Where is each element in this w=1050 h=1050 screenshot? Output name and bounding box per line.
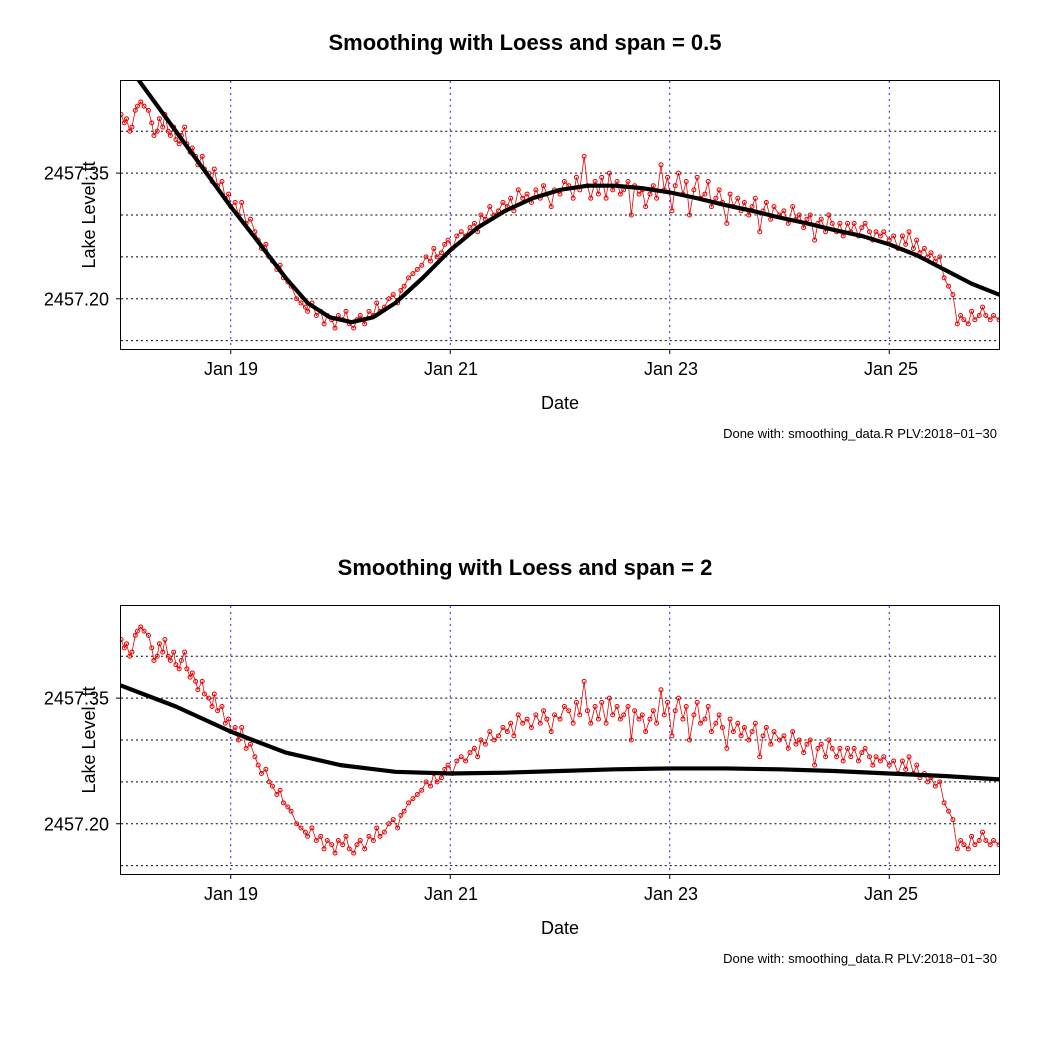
x-tick-label: Jan 21 xyxy=(424,359,478,380)
x-axis-label: Date xyxy=(121,393,999,414)
plot-svg xyxy=(121,81,999,349)
x-tick-label: Jan 25 xyxy=(864,359,918,380)
plot-svg xyxy=(121,606,999,874)
x-tick-label: Jan 19 xyxy=(204,359,258,380)
x-tick-label: Jan 19 xyxy=(204,884,258,905)
chart-title: Smoothing with Loess and span = 0.5 xyxy=(0,30,1050,56)
x-tick-label: Jan 21 xyxy=(424,884,478,905)
y-tick-label: 2457.35 xyxy=(44,688,109,709)
caption: Done with: smoothing_data.R PLV:2018−01−… xyxy=(723,426,997,441)
x-tick-label: Jan 23 xyxy=(644,884,698,905)
chart-title: Smoothing with Loess and span = 2 xyxy=(0,555,1050,581)
page: Smoothing with Loess and span = 0.5 Lake… xyxy=(0,0,1050,1050)
plot-frame: Lake Level, ft Date Done with: smoothing… xyxy=(120,605,1000,875)
x-tick-label: Jan 25 xyxy=(864,884,918,905)
y-tick-label: 2457.20 xyxy=(44,815,109,836)
y-tick-label: 2457.35 xyxy=(44,163,109,184)
x-axis-label: Date xyxy=(121,918,999,939)
caption: Done with: smoothing_data.R PLV:2018−01−… xyxy=(723,951,997,966)
y-tick-label: 2457.20 xyxy=(44,290,109,311)
panel-span-0p5: Smoothing with Loess and span = 0.5 Lake… xyxy=(0,0,1050,525)
x-tick-label: Jan 23 xyxy=(644,359,698,380)
panel-span-2: Smoothing with Loess and span = 2 Lake L… xyxy=(0,525,1050,1050)
plot-frame: Lake Level, ft Date Done with: smoothing… xyxy=(120,80,1000,350)
